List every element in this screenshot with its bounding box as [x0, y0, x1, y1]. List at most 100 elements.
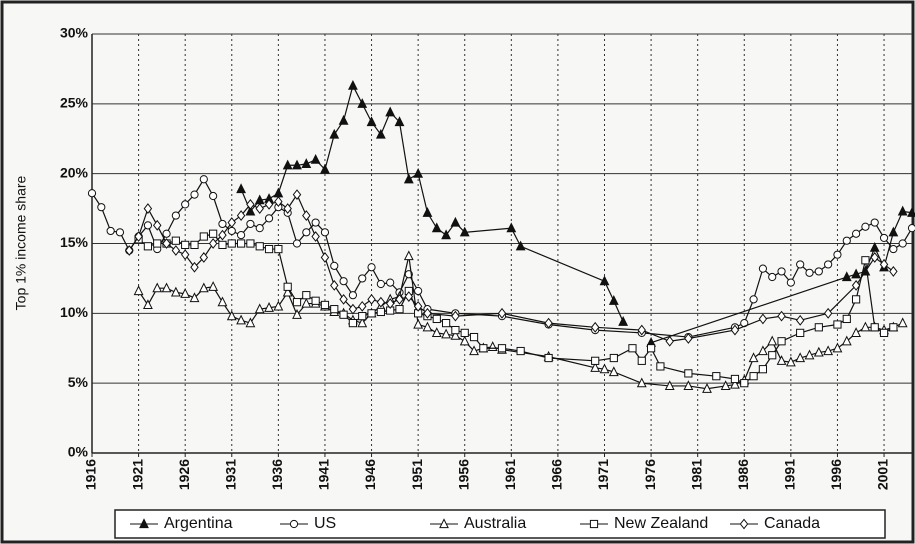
marker: [142, 299, 153, 310]
marker: [730, 374, 740, 384]
marker: [664, 380, 675, 391]
marker: [599, 275, 610, 286]
marker: [273, 300, 284, 311]
marker: [599, 363, 610, 374]
y-tick-label: 25%: [60, 95, 89, 111]
marker: [139, 518, 149, 529]
marker: [656, 362, 665, 371]
marker: [422, 207, 433, 217]
legend-label: Australia: [464, 515, 526, 532]
marker: [339, 293, 348, 305]
marker: [431, 222, 442, 233]
marker: [609, 353, 618, 363]
marker: [823, 345, 834, 356]
marker: [171, 245, 181, 256]
marker: [282, 159, 293, 170]
marker: [870, 323, 879, 332]
x-tick-label: 1966: [549, 459, 565, 490]
marker: [330, 261, 339, 270]
marker: [143, 203, 153, 214]
marker: [198, 282, 209, 293]
marker: [338, 114, 349, 125]
marker: [358, 274, 367, 283]
marker: [143, 242, 153, 251]
marker: [413, 300, 423, 312]
marker: [757, 345, 768, 356]
marker: [889, 323, 898, 332]
marker: [451, 325, 460, 335]
marker: [236, 231, 246, 240]
x-tick-label: 1926: [176, 459, 192, 490]
marker: [376, 279, 385, 289]
marker: [264, 244, 274, 254]
marker: [181, 240, 190, 249]
marker: [776, 355, 787, 365]
marker: [87, 189, 97, 198]
series-line: [138, 233, 894, 384]
marker: [796, 328, 805, 337]
marker: [367, 309, 376, 318]
marker: [171, 236, 180, 245]
marker: [833, 250, 842, 259]
marker: [739, 518, 749, 530]
marker: [357, 98, 368, 108]
marker: [161, 282, 172, 293]
marker: [544, 353, 553, 363]
marker: [516, 346, 525, 356]
marker: [97, 203, 106, 212]
x-tick-label: 1996: [828, 459, 844, 490]
marker: [897, 205, 908, 216]
marker: [758, 264, 768, 273]
y-tick-label: 20%: [60, 164, 89, 180]
marker: [292, 159, 302, 170]
marker: [636, 377, 647, 388]
marker: [125, 245, 134, 256]
y-tick-label: 10%: [60, 304, 89, 320]
marker: [450, 216, 461, 227]
marker: [311, 231, 320, 242]
marker: [497, 307, 507, 319]
marker: [414, 286, 423, 296]
marker: [320, 300, 330, 310]
marker: [460, 328, 469, 337]
marker: [347, 79, 358, 90]
marker: [348, 291, 358, 300]
marker: [311, 296, 320, 305]
marker: [245, 205, 256, 216]
marker: [217, 296, 228, 307]
x-tick-label: 1991: [782, 459, 798, 490]
marker: [907, 224, 915, 233]
marker: [777, 337, 786, 346]
marker: [162, 229, 171, 238]
marker: [413, 167, 424, 178]
marker: [479, 344, 488, 353]
marker: [451, 310, 460, 322]
marker: [357, 300, 367, 312]
marker: [851, 268, 862, 279]
marker: [740, 379, 749, 388]
marker: [152, 282, 163, 293]
marker: [348, 319, 358, 328]
marker: [413, 318, 424, 329]
marker: [506, 222, 517, 233]
marker: [385, 106, 396, 117]
marker: [869, 241, 880, 252]
marker: [730, 324, 740, 336]
legend-label: Argentina: [164, 515, 233, 532]
marker: [591, 356, 600, 365]
marker: [301, 158, 312, 168]
marker: [795, 314, 805, 326]
x-tick-label: 2001: [875, 459, 891, 490]
marker: [785, 356, 796, 367]
marker: [199, 175, 208, 184]
marker: [292, 239, 302, 248]
x-tick-label: 1956: [455, 459, 471, 490]
marker: [879, 233, 889, 243]
marker: [450, 329, 461, 340]
marker: [162, 238, 171, 249]
marker: [367, 263, 376, 272]
y-axis-label: Top 1% income share: [13, 175, 29, 310]
y-tick-label: 0%: [68, 444, 89, 460]
marker: [236, 239, 246, 248]
marker: [357, 317, 368, 328]
